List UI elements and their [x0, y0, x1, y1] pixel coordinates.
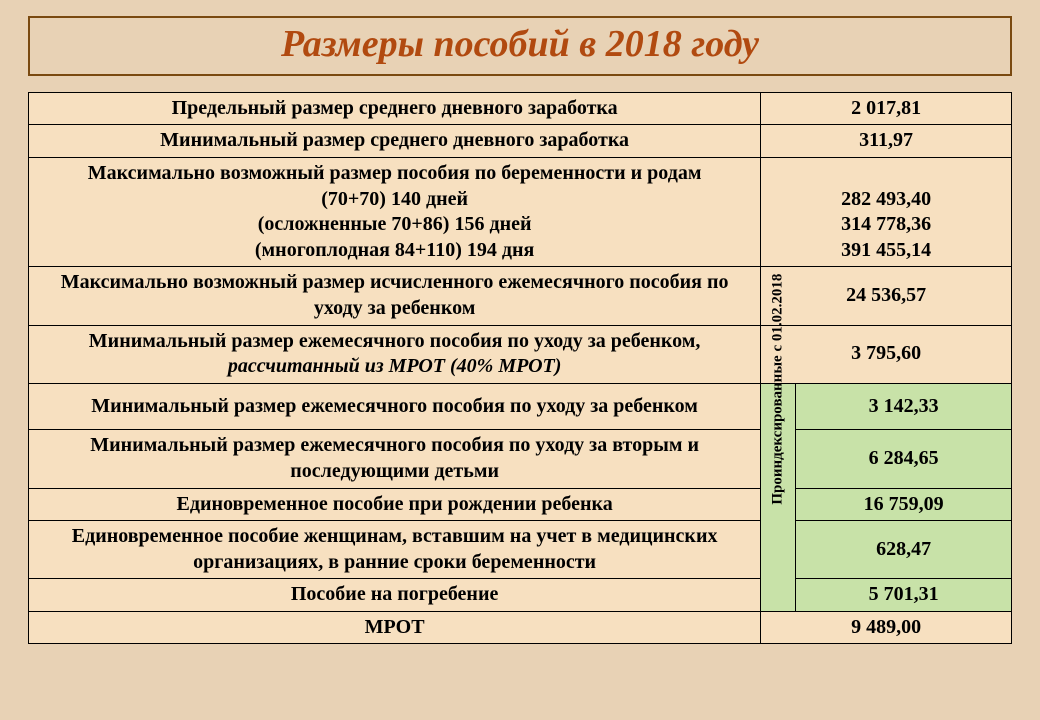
- row-label: Минимальный размер среднего дневного зар…: [29, 125, 761, 158]
- indexed-side-cell: Проиндексированные с 01.02.2018: [761, 383, 796, 611]
- table-row: Минимальный размер среднего дневного зар…: [29, 125, 1012, 158]
- row-label-italic: рассчитанный из МРОТ (40% МРОТ): [228, 355, 562, 377]
- page-title-box: Размеры пособий в 2018 году: [28, 16, 1012, 76]
- row-label: Минимальный размер ежемесячного пособия …: [29, 325, 761, 383]
- row-value: 9 489,00: [761, 611, 1012, 644]
- row-value: 2 017,81: [761, 92, 1012, 125]
- table-row: Максимально возможный размер исчисленног…: [29, 267, 1012, 325]
- row-value: 628,47: [796, 521, 1012, 579]
- table-row: Минимальный размер ежемесячного пособия …: [29, 383, 1012, 430]
- row-label: Единовременное пособие при рождении ребе…: [29, 488, 761, 521]
- row-label: Единовременное пособие женщинам, вставши…: [29, 521, 761, 579]
- row-value: 282 493,40 314 778,36 391 455,14: [761, 157, 1012, 266]
- row-value: 6 284,65: [796, 430, 1012, 488]
- row-label: Пособие на погребение: [29, 579, 761, 612]
- table-row: Максимально возможный размер пособия по …: [29, 157, 1012, 266]
- row-label: Минимальный размер ежемесячного пособия …: [29, 383, 761, 430]
- row-value: 3 795,60: [761, 325, 1012, 383]
- row-label-plain: Минимальный размер ежемесячного пособия …: [89, 330, 701, 352]
- page-title: Размеры пособий в 2018 году: [30, 24, 1010, 66]
- row-label: Максимально возможный размер исчисленног…: [29, 267, 761, 325]
- row-value: 24 536,57: [761, 267, 1012, 325]
- table-row: Пособие на погребение 5 701,31: [29, 579, 1012, 612]
- row-label: Максимально возможный размер пособия по …: [29, 157, 761, 266]
- table-row: Минимальный размер ежемесячного пособия …: [29, 325, 1012, 383]
- table-row: Предельный размер среднего дневного зара…: [29, 92, 1012, 125]
- table-row: МРОТ 9 489,00: [29, 611, 1012, 644]
- benefits-table: Предельный размер среднего дневного зара…: [28, 92, 1012, 645]
- row-value: 16 759,09: [796, 488, 1012, 521]
- row-label: Предельный размер среднего дневного зара…: [29, 92, 761, 125]
- row-label: МРОТ: [29, 611, 761, 644]
- table-row: Единовременное пособие женщинам, вставши…: [29, 521, 1012, 579]
- row-label: Минимальный размер ежемесячного пособия …: [29, 430, 761, 488]
- row-value: 5 701,31: [796, 579, 1012, 612]
- table-row: Минимальный размер ежемесячного пособия …: [29, 430, 1012, 488]
- table-row: Единовременное пособие при рождении ребе…: [29, 488, 1012, 521]
- indexed-side-label: Проиндексированные с 01.02.2018: [769, 490, 788, 504]
- row-value: 3 142,33: [796, 383, 1012, 430]
- row-value: 311,97: [761, 125, 1012, 158]
